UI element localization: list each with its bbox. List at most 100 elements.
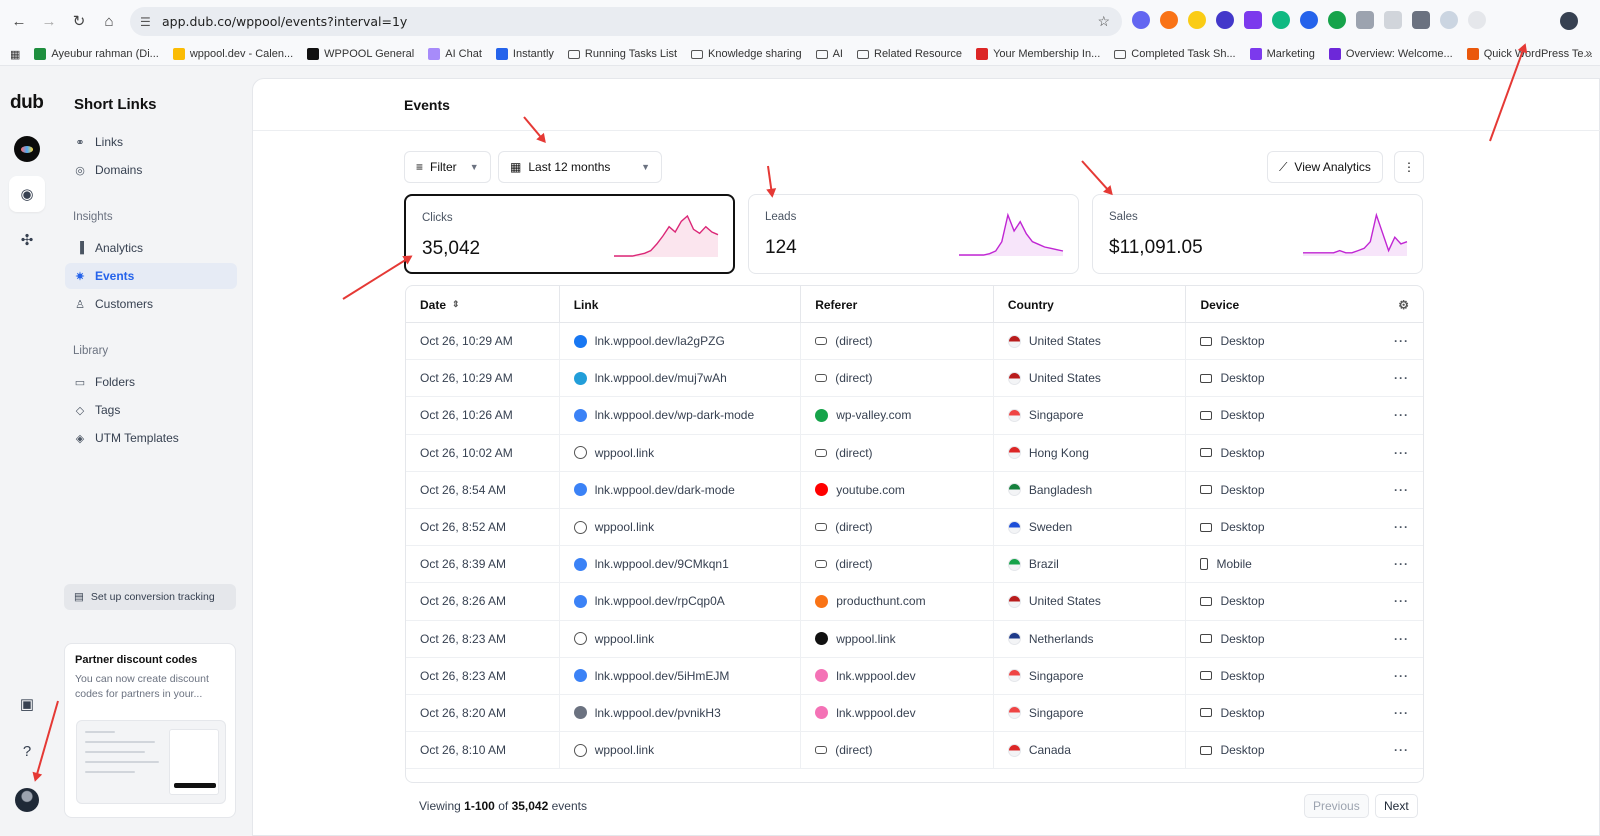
short-link-text[interactable]: wppool.link	[594, 445, 655, 460]
puzzle-icon[interactable]	[1384, 11, 1402, 29]
short-link-text[interactable]: lnk.wppool.dev/rpCqp0A	[594, 594, 725, 609]
table-row[interactable]: Oct 26, 10:29 AM lnk.wppool.dev/muj7wAh (d…	[406, 360, 1423, 398]
short-link-text[interactable]: wppool.link	[594, 520, 655, 535]
sidebar-item-analytics[interactable]: ▐ Analytics	[65, 235, 237, 261]
row-menu-icon[interactable]: ···	[1394, 445, 1409, 460]
partners-icon[interactable]: ✣	[20, 232, 34, 249]
home-icon[interactable]: ⌂	[104, 12, 114, 30]
row-menu-icon[interactable]: ···	[1394, 334, 1409, 349]
bookmark-star-icon[interactable]: ☆	[1097, 13, 1110, 29]
row-menu-icon[interactable]: ···	[1394, 594, 1409, 609]
bookmark-item[interactable]: AI	[815, 48, 843, 60]
bookmark-item[interactable]: Completed Task Sh...	[1114, 48, 1236, 60]
extension-icon[interactable]	[1244, 11, 1262, 29]
extension-icon[interactable]	[1160, 11, 1178, 29]
sidebar-item-links[interactable]: ⚭ Links	[65, 129, 237, 155]
table-row[interactable]: Oct 26, 8:23 AM wppool.link wppool.link Net…	[406, 620, 1423, 658]
bookmark-item[interactable]: Knowledge sharing	[691, 48, 802, 60]
more-bookmarks-icon[interactable]: »	[1585, 46, 1592, 60]
setup-conversion-button[interactable]: ▤ Set up conversion tracking	[64, 584, 236, 610]
row-menu-icon[interactable]: ···	[1394, 520, 1409, 535]
extension-icon[interactable]	[1300, 11, 1318, 29]
address-bar[interactable]: ☰ app.dub.co/wppool/events?interval=1y ☆	[130, 7, 1122, 36]
row-menu-icon[interactable]: ···	[1394, 482, 1409, 497]
bookmark-item[interactable]: Running Tasks List	[567, 48, 677, 60]
row-menu-icon[interactable]: ···	[1394, 408, 1409, 423]
partner-promo-card[interactable]: Partner discount codes You can now creat…	[64, 643, 236, 818]
short-link-text[interactable]: lnk.wppool.dev/la2gPZG	[594, 334, 725, 349]
user-avatar[interactable]	[15, 788, 39, 812]
view-analytics-button[interactable]: ⟋ View Analytics	[1267, 151, 1383, 183]
sidebar-item-folders[interactable]: ▭ Folders	[65, 369, 237, 395]
table-row[interactable]: Oct 26, 8:39 AM lnk.wppool.dev/9CMkqn1 (di…	[406, 546, 1423, 584]
short-link-text[interactable]: lnk.wppool.dev/dark-mode	[594, 482, 735, 497]
table-row[interactable]: Oct 26, 8:10 AM wppool.link (direct) Canada…	[406, 732, 1423, 770]
table-row[interactable]: Oct 26, 10:29 AM lnk.wppool.dev/la2gPZG (d…	[406, 323, 1423, 361]
workspace-avatar[interactable]	[14, 136, 40, 162]
link-icon[interactable]	[1468, 11, 1486, 29]
row-menu-icon[interactable]: ···	[1394, 557, 1409, 572]
row-menu-icon[interactable]: ···	[1394, 743, 1409, 758]
row-menu-icon[interactable]: ···	[1394, 631, 1409, 646]
compass-icon[interactable]: ◉	[9, 176, 45, 212]
bookmark-item[interactable]: wppool.dev - Calen...	[172, 48, 293, 60]
profile-avatar[interactable]	[1560, 12, 1578, 30]
extension-icon[interactable]	[1188, 11, 1206, 29]
short-link-text[interactable]: lnk.wppool.dev/9CMkqn1	[594, 557, 729, 572]
more-options-button[interactable]: ⋮	[1394, 151, 1424, 183]
table-row[interactable]: Oct 26, 10:02 AM wppool.link (direct) Hong …	[406, 434, 1423, 472]
sidebar-item-events[interactable]: ✷ Events	[65, 263, 237, 289]
header-date[interactable]: Date ⇕	[406, 286, 560, 323]
short-link-text[interactable]: lnk.wppool.dev/wp-dark-mode	[594, 408, 755, 423]
metric-card-sales[interactable]: Sales $11,091.05	[1092, 194, 1423, 274]
extension-icon[interactable]	[1216, 11, 1234, 29]
bookmark-item[interactable]: Ayeubur rahman (Di...	[34, 48, 159, 60]
short-link-text[interactable]: lnk.wppool.dev/muj7wAh	[594, 371, 727, 386]
metric-card-leads[interactable]: Leads 124	[748, 194, 1079, 274]
gear-icon[interactable]: ⚙	[1398, 297, 1409, 312]
back-icon[interactable]: ←	[11, 12, 27, 30]
sidebar-item-domains[interactable]: ◎ Domains	[65, 157, 237, 183]
bookmark-item[interactable]: Related Resource	[857, 48, 962, 60]
table-row[interactable]: Oct 26, 8:52 AM wppool.link (direct) Sweden…	[406, 508, 1423, 547]
sidebar-item-tags[interactable]: ◇ Tags	[65, 397, 237, 423]
date-range-picker[interactable]: ▦ Last 12 months ▼	[498, 151, 662, 183]
apps-icon[interactable]: ▦	[10, 48, 21, 61]
table-row[interactable]: Oct 26, 8:26 AM lnk.wppool.dev/rpCqp0A pro…	[406, 583, 1423, 621]
reload-icon[interactable]: ↻	[72, 13, 86, 30]
short-link-text[interactable]: lnk.wppool.dev/pvnikH3	[594, 705, 721, 720]
bookmark-item[interactable]: Overview: Welcome...	[1328, 48, 1453, 60]
bookmark-item[interactable]: AI Chat	[428, 48, 482, 60]
extension-icon[interactable]	[1356, 11, 1374, 29]
table-row[interactable]: Oct 26, 8:54 AM lnk.wppool.dev/dark-mode y…	[406, 471, 1423, 509]
bookmark-item[interactable]: Quick WordPress Te...	[1466, 48, 1593, 60]
filter-button[interactable]: ≡ Filter ▼	[404, 151, 491, 183]
gift-icon[interactable]: ▣	[19, 696, 35, 713]
short-link-text[interactable]: wppool.link	[594, 631, 655, 646]
extension-icon[interactable]	[1412, 11, 1430, 29]
short-link-text[interactable]: wppool.link	[594, 743, 655, 758]
help-icon[interactable]: ?	[22, 742, 32, 760]
bookmark-item[interactable]: Instantly	[495, 48, 554, 60]
bookmark-item[interactable]: WPPOOL General	[307, 48, 414, 60]
forward-icon[interactable]: →	[41, 12, 57, 30]
metric-card-clicks[interactable]: Clicks 35,042	[404, 194, 735, 274]
extension-icon[interactable]	[1132, 11, 1150, 29]
next-button[interactable]: Next	[1375, 794, 1418, 818]
previous-button[interactable]: Previous	[1304, 794, 1369, 818]
bookmark-item[interactable]: Your Membership In...	[976, 48, 1100, 60]
site-settings-icon[interactable]: ☰	[140, 14, 151, 29]
table-row[interactable]: Oct 26, 8:23 AM lnk.wppool.dev/5iHmEJM lnk…	[406, 657, 1423, 695]
row-menu-icon[interactable]: ···	[1394, 371, 1409, 386]
extension-icon[interactable]	[1328, 11, 1346, 29]
bookmark-item[interactable]: Marketing	[1249, 48, 1315, 60]
short-link-text[interactable]: lnk.wppool.dev/5iHmEJM	[594, 668, 730, 683]
table-row[interactable]: Oct 26, 10:26 AM lnk.wppool.dev/wp-dark-m…	[406, 397, 1423, 435]
dub-logo[interactable]: dub	[10, 92, 44, 113]
extension-icon[interactable]	[1440, 11, 1458, 29]
sidebar-item-utm-templates[interactable]: ◈ UTM Templates	[65, 425, 237, 451]
sidebar-item-customers[interactable]: ♙ Customers	[65, 291, 237, 317]
table-row[interactable]: Oct 26, 8:20 AM lnk.wppool.dev/pvnikH3 lnk…	[406, 694, 1423, 733]
extension-icon[interactable]	[1272, 11, 1290, 29]
row-menu-icon[interactable]: ···	[1394, 705, 1409, 720]
